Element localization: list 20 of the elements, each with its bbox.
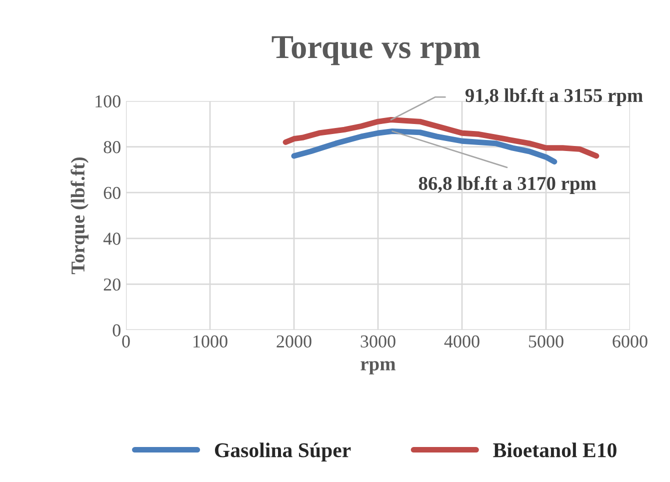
annotation: 91,8 lbf.ft a 3155 rpm <box>465 88 643 106</box>
x-axis-title: rpm <box>360 361 396 374</box>
y-tick-label: 100 <box>96 95 120 108</box>
annotation: 86,8 lbf.ft a 3170 rpm <box>418 176 596 194</box>
y-tick-label: 20 <box>104 278 120 291</box>
x-tick-label: 4000 <box>444 335 480 348</box>
y-tick-label: 0 <box>112 324 120 336</box>
y-tick-label: 80 <box>104 141 120 154</box>
legend-label: Bioetanol E10 <box>493 442 616 458</box>
x-tick-label: 3000 <box>360 335 396 348</box>
x-tick-label: 0 <box>122 335 130 348</box>
y-tick-label: 40 <box>103 232 120 245</box>
x-tick-label: 6000 <box>612 335 648 348</box>
y-tick-label: 60 <box>104 186 120 200</box>
x-tick-label: 5000 <box>528 335 564 348</box>
legend-label: Gasolina Súper <box>214 442 351 462</box>
x-tick-label: 2000 <box>276 335 312 348</box>
x-tick-label: 1000 <box>194 335 228 348</box>
y-axis-title: Torque (lbf.ft) <box>70 157 88 274</box>
chart-title: Torque vs rpm <box>272 36 480 66</box>
